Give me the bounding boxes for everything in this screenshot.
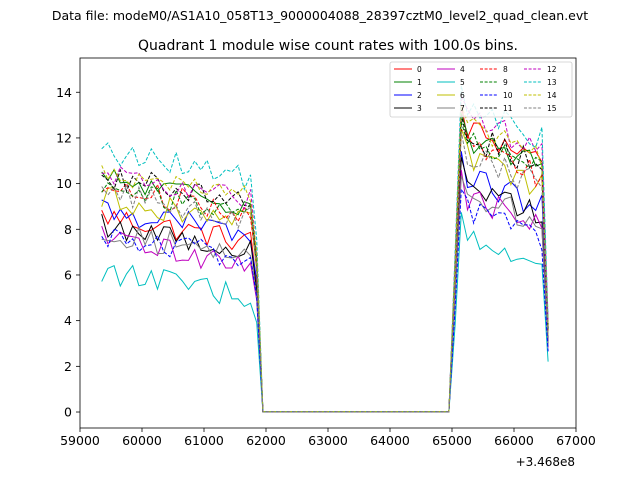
- x-tick-label: 67000: [556, 433, 596, 448]
- y-tick-label: 14: [56, 85, 72, 100]
- x-tick-label: 62000: [246, 433, 286, 448]
- y-tick-label: 6: [64, 267, 72, 282]
- x-axis: 59000 60000 61000 62000 63000 64000 65000 66000…: [60, 428, 596, 448]
- series-line-12: [101, 95, 549, 413]
- x-tick-label: 59000: [60, 433, 100, 448]
- legend-label-2: 2: [417, 91, 422, 100]
- y-tick-label: 4: [64, 313, 72, 328]
- x-offset-label: +3.468e8: [516, 455, 575, 469]
- legend-label-12: 12: [547, 65, 557, 74]
- series-line-11: [101, 115, 549, 413]
- legend-label-10: 10: [503, 91, 513, 100]
- legend-label-6: 6: [460, 91, 465, 100]
- chart-title: Quadrant 1 module wise count rates with …: [138, 38, 518, 54]
- y-tick-label: 10: [56, 176, 72, 191]
- y-tick-label: 12: [56, 130, 72, 145]
- series-line-0: [101, 105, 549, 413]
- series-line-9: [101, 121, 549, 413]
- x-tick-label: 61000: [184, 433, 224, 448]
- series-line-5: [101, 212, 549, 413]
- legend-label-7: 7: [460, 104, 465, 113]
- plot-area: 59000 60000 61000 62000 63000 64000 65000 66000…: [56, 57, 596, 469]
- y-tick-label: 2: [64, 359, 72, 374]
- y-axis: 0 2 4 6 8 10 12 14: [56, 85, 80, 420]
- legend-label-15: 15: [547, 104, 557, 113]
- series-line-1: [101, 113, 549, 413]
- legend-box: [389, 61, 573, 118]
- series-line-15: [101, 131, 549, 413]
- legend-label-4: 4: [460, 65, 465, 74]
- series-line-14: [101, 105, 549, 413]
- legend-label-5: 5: [460, 78, 465, 87]
- y-tick-label: 0: [64, 405, 72, 420]
- y-tick-label: 8: [64, 222, 72, 237]
- legend-label-1: 1: [417, 78, 422, 87]
- x-tick-label: 65000: [432, 433, 472, 448]
- legend-label-13: 13: [547, 78, 557, 87]
- legend-label-0: 0: [417, 65, 422, 74]
- series-lines: [101, 85, 549, 413]
- legend-label-8: 8: [503, 65, 508, 74]
- series-line-4: [101, 169, 549, 413]
- legend-label-11: 11: [503, 104, 513, 113]
- series-line-2: [101, 151, 549, 413]
- x-tick-label: 60000: [122, 433, 162, 448]
- x-tick-label: 63000: [308, 433, 348, 448]
- data-file-title: Data file: modeM0/AS1A10_058T13_90000040…: [52, 8, 588, 23]
- x-tick-label: 64000: [370, 433, 410, 448]
- legend-label-3: 3: [417, 104, 422, 113]
- x-tick-label: 66000: [494, 433, 534, 448]
- legend-label-9: 9: [503, 78, 508, 87]
- legend-label-14: 14: [547, 91, 557, 100]
- series-line-10: [101, 187, 549, 413]
